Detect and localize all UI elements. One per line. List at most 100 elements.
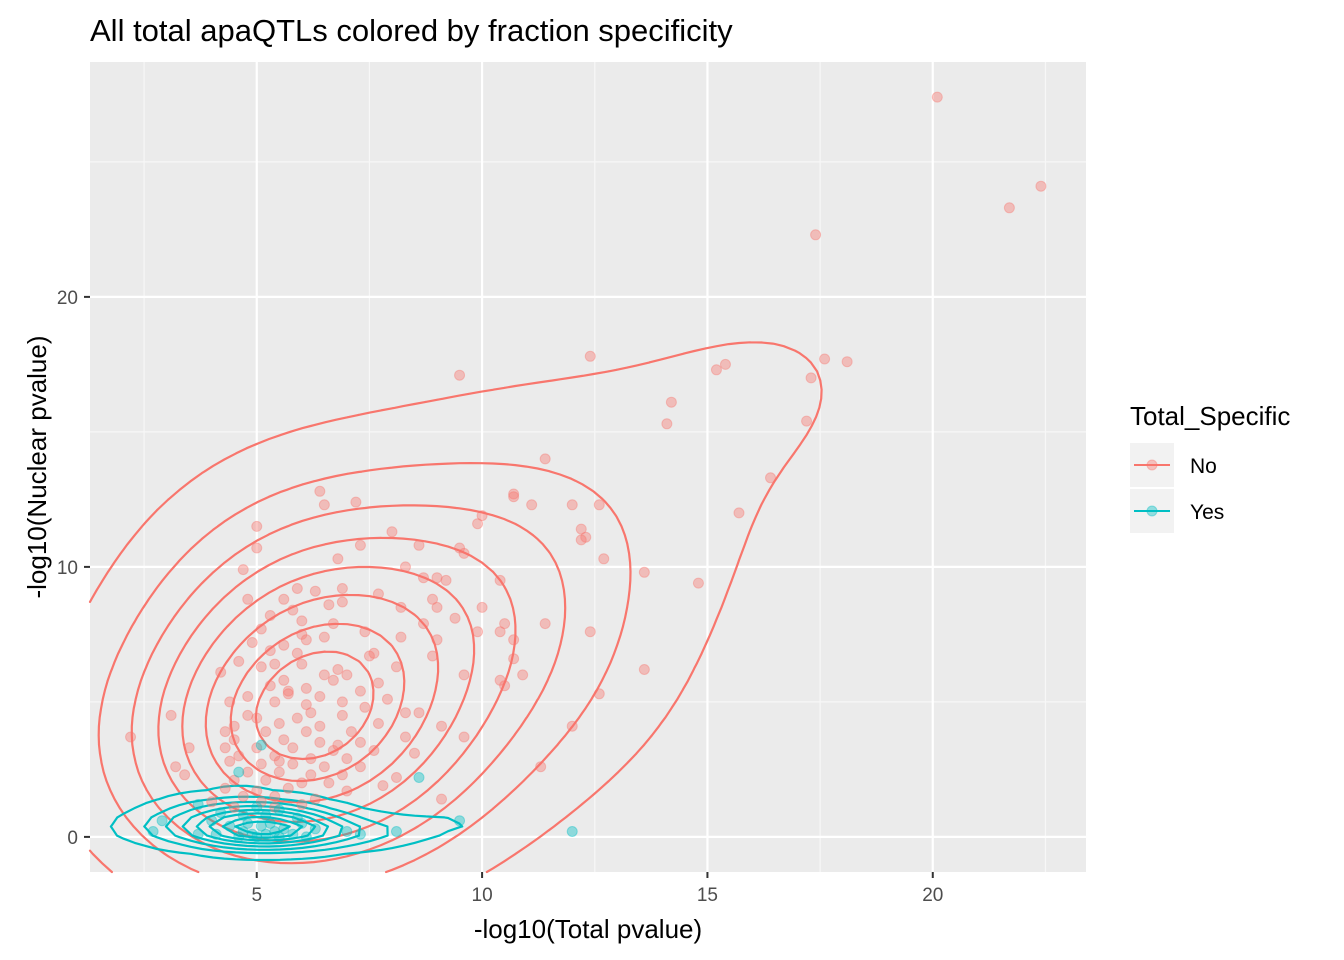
point-no <box>260 774 272 786</box>
point-no <box>309 585 321 597</box>
point-no <box>1035 180 1047 192</box>
contour-yes <box>234 820 291 836</box>
point-no <box>449 612 461 624</box>
contour-no <box>97 462 632 874</box>
point-no <box>291 647 303 659</box>
legend-label-yes: Yes <box>1190 501 1224 524</box>
point-no <box>345 726 357 738</box>
point-no <box>264 680 276 692</box>
point-no <box>508 634 520 646</box>
point-yes <box>215 807 227 819</box>
point-no <box>372 677 384 689</box>
point-no <box>508 488 520 500</box>
contour-yes <box>181 805 344 848</box>
point-no <box>264 645 276 657</box>
point-no <box>233 655 245 667</box>
point-no <box>251 542 263 554</box>
point-no <box>251 785 263 797</box>
point-no <box>539 618 551 630</box>
point-no <box>242 691 254 702</box>
legend-title: Total_Specific <box>1130 401 1290 431</box>
point-yes <box>233 831 245 843</box>
point-yes <box>309 823 321 835</box>
point-no <box>494 626 506 638</box>
point-no <box>399 561 411 573</box>
point-no <box>390 661 402 673</box>
contour-yes <box>143 795 389 855</box>
point-no <box>255 661 267 673</box>
point-no <box>431 634 443 646</box>
point-no <box>354 539 366 551</box>
point-no <box>269 658 281 670</box>
point-yes <box>390 826 402 837</box>
point-no <box>296 799 308 810</box>
point-no <box>318 761 330 773</box>
point-no <box>179 769 191 781</box>
point-no <box>260 726 272 738</box>
point-no <box>282 688 294 700</box>
point-no <box>291 712 303 724</box>
point-yes <box>260 828 272 840</box>
point-yes <box>269 826 281 837</box>
contour-yes <box>221 815 304 839</box>
point-no <box>341 669 353 681</box>
point-no <box>593 688 605 700</box>
legend-item-no: No <box>1130 443 1217 487</box>
point-no <box>638 664 650 675</box>
point-yes <box>246 828 258 840</box>
point-no <box>733 507 745 519</box>
contour-no <box>254 650 375 761</box>
point-no <box>336 709 348 721</box>
point-no <box>508 653 520 665</box>
point-no <box>287 742 299 754</box>
point-no <box>436 793 448 805</box>
y-tick-label: 20 <box>57 288 78 309</box>
point-yes <box>287 828 299 840</box>
point-no <box>431 601 443 613</box>
point-no <box>314 485 326 497</box>
point-yes <box>237 809 249 821</box>
point-no <box>278 734 290 746</box>
point-no <box>219 782 231 794</box>
point-no <box>368 647 380 659</box>
point-no <box>454 542 466 554</box>
point-yes <box>210 828 222 840</box>
point-no <box>458 669 470 681</box>
point-no <box>233 750 245 762</box>
point-no <box>296 658 308 670</box>
point-no <box>580 531 592 543</box>
point-no <box>539 453 551 465</box>
point-no <box>710 364 722 376</box>
point-no <box>242 709 254 721</box>
contour-yes <box>195 808 330 845</box>
point-no <box>368 745 380 756</box>
contour-no <box>181 565 476 823</box>
point-yes <box>251 801 263 813</box>
point-no <box>399 731 411 743</box>
point-no <box>765 472 777 484</box>
point-no <box>305 707 317 719</box>
point-yes <box>255 739 267 751</box>
point-no <box>300 699 312 711</box>
point-no <box>332 664 344 675</box>
point-no <box>395 631 407 643</box>
point-no <box>224 755 236 767</box>
point-no <box>719 358 731 370</box>
chart-title: All total apaQTLs colored by fraction sp… <box>90 13 733 48</box>
point-no <box>436 720 448 732</box>
point-no <box>269 790 281 802</box>
point-no <box>372 718 384 729</box>
density-contours <box>88 341 823 874</box>
point-no <box>291 583 303 594</box>
point-no <box>1003 202 1015 214</box>
point-no <box>242 766 254 778</box>
point-no <box>359 701 371 713</box>
point-no <box>584 626 596 638</box>
point-no <box>219 726 231 738</box>
point-no <box>665 396 677 408</box>
point-no <box>228 734 240 746</box>
point-yes <box>273 831 285 843</box>
point-no <box>386 526 398 538</box>
contour-yes <box>109 784 464 862</box>
